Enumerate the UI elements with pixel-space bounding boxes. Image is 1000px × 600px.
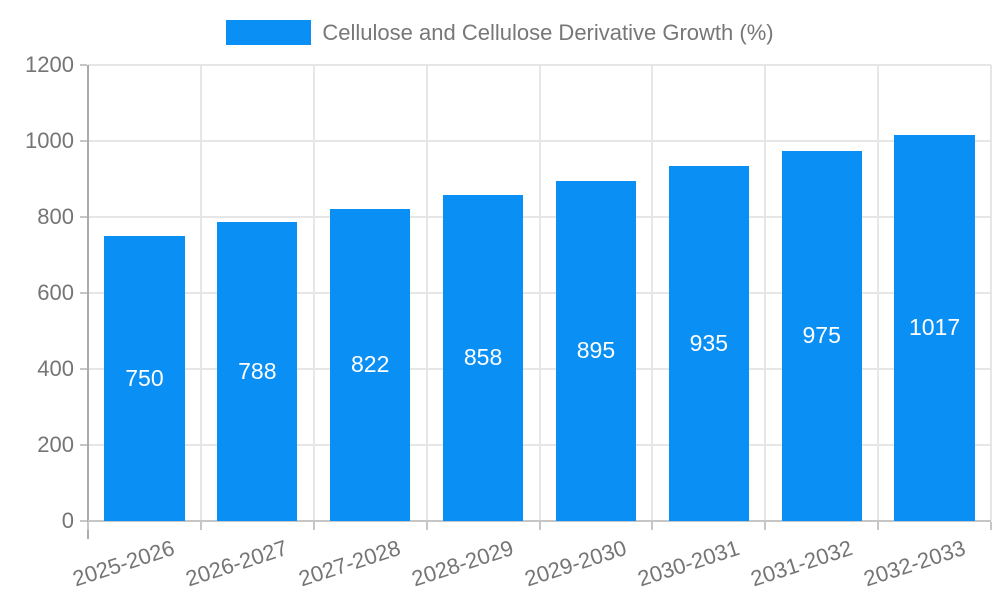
y-tick-label-1000: 1000 <box>25 128 74 153</box>
y-tick-label-0: 0 <box>61 508 74 533</box>
bar-2032-2033[interactable]: 1017 <box>894 134 975 521</box>
y-tick-label-800: 800 <box>37 204 74 229</box>
v-gridline-6 <box>764 65 767 521</box>
bar-2025-2026[interactable]: 750 <box>104 236 185 521</box>
bar-2030-2031[interactable]: 935 <box>668 165 749 521</box>
y-tick-label-200: 200 <box>37 432 74 457</box>
x-tick-mark-7 <box>877 522 880 530</box>
x-tick-mark-5 <box>651 522 654 530</box>
v-gridline-3 <box>425 65 428 521</box>
x-tick-mark-8 <box>990 522 992 530</box>
x-tick-mark-0 <box>87 522 89 530</box>
x-tick-mark-6 <box>764 522 767 530</box>
bar-2031-2032[interactable]: 975 <box>781 150 862 521</box>
v-gridline-2 <box>312 65 315 521</box>
legend-label: Cellulose and Cellulose Derivative Growt… <box>322 20 774 45</box>
legend-item[interactable]: Cellulose and Cellulose Derivative Growt… <box>226 20 774 45</box>
bar-value-label: 750 <box>125 365 164 391</box>
y-tick-mark-1200 <box>80 64 87 66</box>
bar-value-label: 1017 <box>908 314 961 341</box>
bar-value-label: 822 <box>350 351 390 378</box>
bar-value-label: 975 <box>802 322 841 349</box>
y-tick-mark-200 <box>80 444 87 446</box>
y-tick-mark-1000 <box>80 140 87 142</box>
x-axis-line <box>88 520 991 522</box>
y-tick-mark-400 <box>80 368 87 370</box>
bar-2029-2030[interactable]: 895 <box>555 180 636 521</box>
x-tick-mark-1 <box>199 522 202 530</box>
x-tick-mark-3 <box>425 522 428 530</box>
bar-value-label: 935 <box>689 329 728 356</box>
x-tick-mark-4 <box>538 522 541 530</box>
y-tick-label-400: 400 <box>37 356 74 381</box>
plot-area: 750 788 822 858 895 935 975 1017 0 200 400 600 800 1… <box>25 53 992 591</box>
v-gridline-5 <box>651 65 654 521</box>
y-tick-mark-800 <box>80 216 87 218</box>
y-tick-label-1200: 1200 <box>25 52 74 77</box>
v-gridline-1 <box>199 65 202 521</box>
y-tick-mark-600 <box>80 292 87 294</box>
x-tick-mark-2 <box>312 522 315 530</box>
y-tick-mark-0 <box>80 520 87 522</box>
v-gridline-4 <box>538 65 541 521</box>
y-tick-label-600: 600 <box>37 280 74 305</box>
bar-2027-2028[interactable]: 822 <box>330 208 411 521</box>
bar-2026-2027[interactable]: 788 <box>217 221 298 521</box>
legend-swatch-icon <box>226 20 312 45</box>
bar-value-label: 895 <box>576 337 616 364</box>
v-gridline-7 <box>877 65 880 521</box>
bar-value-label: 788 <box>238 357 277 384</box>
chart-legend: Cellulose and Cellulose Derivative Growt… <box>0 20 1000 45</box>
y-axis-line <box>87 65 89 539</box>
bar-2028-2029[interactable]: 858 <box>442 194 524 521</box>
v-gridline-8 <box>990 65 992 521</box>
bar-value-label: 858 <box>463 344 503 371</box>
